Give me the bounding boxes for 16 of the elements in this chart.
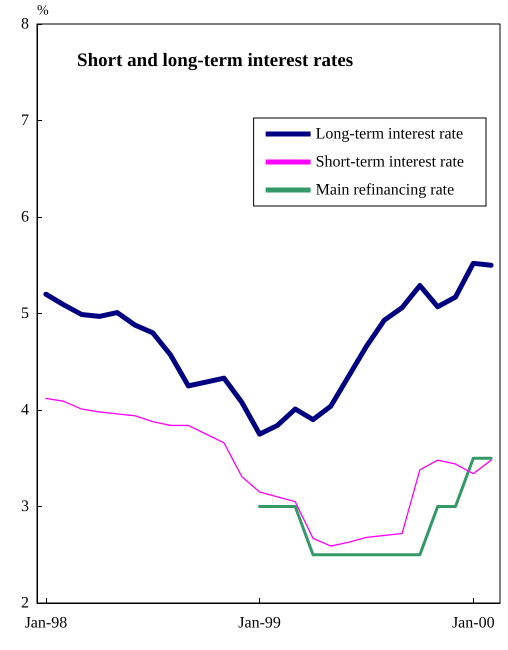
legend-label: Long-term interest rate: [316, 126, 464, 142]
y-tick-label: 7: [21, 112, 29, 129]
line-series: [45, 398, 492, 547]
y-tick-label: 8: [21, 16, 29, 32]
y-tick-label: 2: [21, 594, 29, 612]
y-axis-title: %: [37, 4, 49, 18]
y-tick-label: 3: [21, 498, 29, 515]
legend-label: Short-term interest rate: [316, 154, 464, 170]
y-tick-label: 4: [21, 402, 29, 418]
text: Short and long-term interest rates: [77, 50, 354, 71]
y-tick-label: 5: [21, 305, 29, 322]
y-tick-label: 6: [21, 208, 29, 226]
legend-label: Main refinancing rate: [316, 182, 454, 198]
x-tick-label: Jan-98: [24, 614, 68, 632]
x-tick-label: Jan-00: [452, 614, 495, 632]
x-tick-label: Jan-99: [238, 614, 281, 632]
